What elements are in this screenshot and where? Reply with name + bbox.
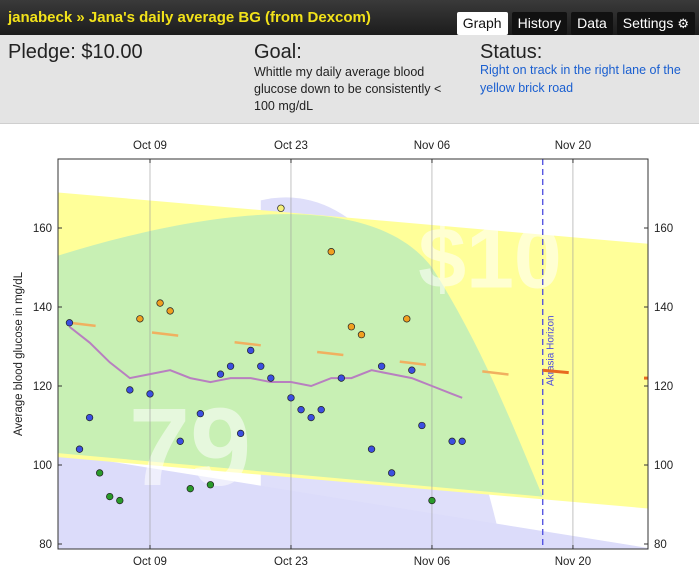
data-point — [106, 492, 114, 501]
road-centerline-dash — [69, 321, 96, 328]
data-point — [236, 429, 245, 438]
data-point — [267, 374, 275, 382]
data-point — [196, 410, 205, 418]
data-point — [408, 366, 416, 374]
y-tick-label-right: 160 — [654, 223, 673, 235]
data-point — [166, 307, 174, 315]
y-tick-label-right: 80 — [654, 539, 667, 551]
data-point — [357, 330, 366, 339]
y-tick-label-right: 120 — [654, 381, 673, 393]
data-point — [116, 496, 124, 505]
x-tick-label-top: Oct 23 — [274, 140, 308, 152]
data-point — [126, 386, 134, 394]
moving-average-line — [68, 325, 463, 399]
data-point — [146, 390, 154, 398]
data-point — [257, 362, 265, 370]
road-centerline-dash — [151, 331, 179, 337]
data-point — [216, 370, 225, 378]
x-tick-label-bottom: Oct 23 — [274, 556, 308, 568]
data-point — [403, 315, 411, 323]
road-centerline-dash — [234, 340, 261, 347]
data-point — [95, 469, 104, 477]
data-point — [367, 445, 376, 453]
data-point — [226, 362, 235, 370]
status-heading: Status: — [480, 41, 543, 63]
data-point — [347, 323, 356, 331]
data-point — [428, 496, 436, 505]
road-centerline-dash — [317, 350, 344, 357]
goal-heading: Goal: — [254, 41, 302, 63]
y-tick-label-left: 160 — [33, 223, 52, 235]
x-tick-label-top: Nov 06 — [414, 140, 450, 152]
data-point — [388, 469, 396, 477]
data-point — [85, 413, 94, 422]
y-tick-label-left: 80 — [39, 539, 52, 551]
data-point — [418, 421, 426, 430]
data-point — [186, 485, 194, 493]
data-point — [247, 346, 255, 355]
y-tick-label-left: 120 — [33, 381, 52, 393]
y-tick-label-right: 100 — [654, 460, 673, 472]
tab-data[interactable]: Data — [571, 12, 613, 35]
watermark-pledge: $10 — [418, 210, 562, 306]
data-point — [156, 299, 164, 307]
x-tick-label-bottom: Nov 20 — [555, 556, 591, 568]
data-point — [458, 437, 466, 445]
x-tick-label-top: Nov 20 — [555, 140, 591, 152]
tab-settings-label: Settings — [622, 15, 674, 31]
y-tick-label-left: 140 — [33, 302, 52, 314]
data-point — [297, 406, 305, 414]
goal-title[interactable]: janabeck » Jana's daily average BG (from… — [8, 9, 371, 26]
data-point — [277, 204, 285, 212]
y-axis-label: Average blood glucose in mg/dL — [13, 271, 25, 436]
data-point — [337, 374, 345, 382]
data-point — [287, 394, 295, 402]
data-point — [317, 406, 325, 414]
horizon-marker — [542, 368, 569, 375]
x-tick-label-bottom: Oct 09 — [133, 556, 167, 568]
data-point — [377, 362, 386, 370]
x-tick-label-top: Oct 09 — [133, 140, 167, 152]
data-point — [136, 315, 144, 323]
info-panel: Pledge: $10.00 Goal: Whittle my daily av… — [0, 35, 699, 124]
y-tick-label-right: 140 — [654, 302, 673, 314]
akrasia-horizon-label: Akrasia Horizon — [546, 315, 557, 386]
y-tick-label-left: 100 — [33, 460, 52, 472]
data-point — [65, 319, 74, 327]
goal-text: Whittle my daily average blood glucose d… — [254, 65, 442, 113]
data-point — [307, 413, 315, 422]
tab-bar: Graph History Data Settings ⚙ — [456, 12, 695, 35]
gear-icon: ⚙ — [677, 16, 689, 31]
data-point — [206, 481, 215, 489]
tab-history[interactable]: History — [511, 12, 568, 35]
data-point — [75, 445, 84, 453]
road-centerline-dash — [399, 360, 427, 366]
data-point — [327, 248, 335, 256]
top-bar: janabeck » Jana's daily average BG (from… — [0, 0, 699, 35]
pledge-amount: Pledge: $10.00 — [8, 41, 143, 63]
plot-frame — [57, 158, 649, 550]
tab-settings[interactable]: Settings ⚙ — [616, 12, 695, 35]
x-tick-label-bottom: Nov 06 — [414, 556, 450, 568]
data-point — [448, 437, 456, 445]
tab-graph[interactable]: Graph — [456, 12, 508, 35]
status-text[interactable]: Right on track in the right lane of the … — [480, 63, 681, 95]
data-point — [176, 437, 184, 445]
road-centerline-dash — [482, 370, 509, 376]
